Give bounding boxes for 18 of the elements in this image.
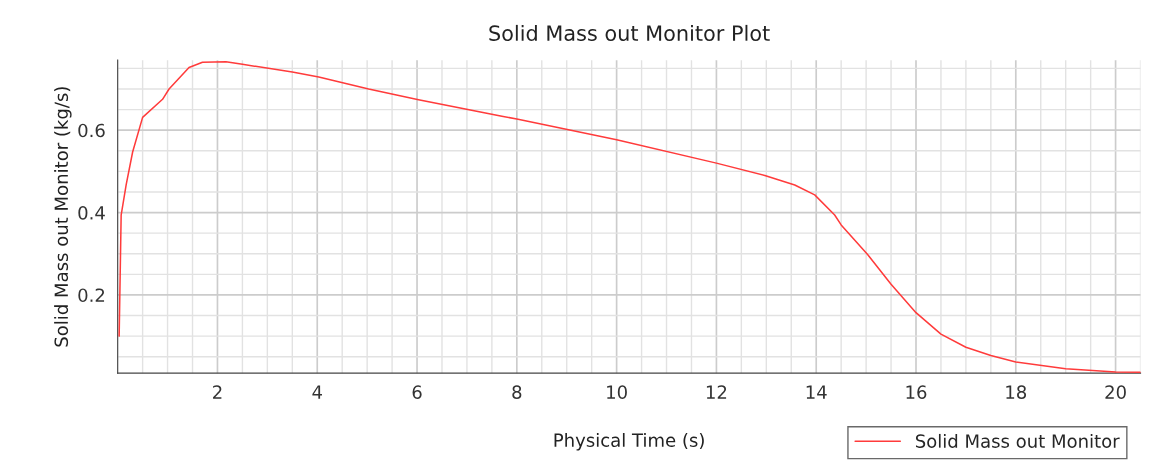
x-tick-label: 2 (213, 385, 222, 399)
x-tick-label: 16 (906, 385, 927, 399)
x-tick-label: 20 (1105, 385, 1126, 399)
legend-label: Solid Mass out Monitor (915, 433, 1120, 448)
y-tick-label: 0.4 (78, 206, 105, 220)
y-axis-title: Solid Mass out Monitor (kg/s) (54, 87, 72, 347)
x-tick-label: 8 (512, 385, 522, 399)
y-tick-label: 0.6 (78, 123, 105, 138)
line-series (118, 61, 1141, 374)
x-tick-label: 18 (1006, 385, 1027, 399)
x-axis-title: Physical Time (s) (554, 433, 704, 451)
chart-title: Solid Mass out Monitor Plot (489, 24, 770, 42)
x-tick-label: 4 (312, 385, 322, 399)
x-tick-label: 14 (806, 385, 827, 399)
y-tick-label: 0.2 (78, 288, 105, 303)
x-tick-label: 10 (607, 385, 627, 399)
x-tick-label: 12 (706, 385, 727, 399)
x-tick-label: 6 (412, 385, 422, 399)
